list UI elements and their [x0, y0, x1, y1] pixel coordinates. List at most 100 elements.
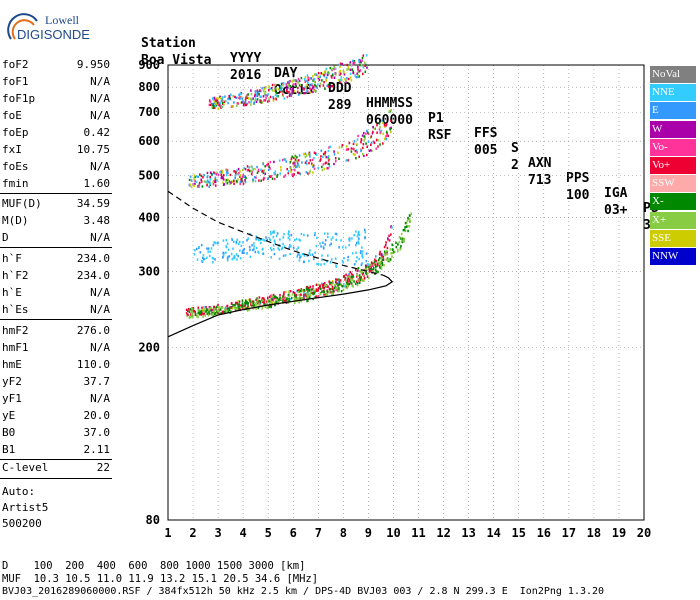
echo-point: [338, 287, 340, 290]
echo-point: [233, 240, 235, 243]
echo-point: [220, 100, 223, 103]
echo-point: [262, 178, 265, 181]
echo-point: [304, 80, 306, 83]
echo-point: [277, 95, 279, 98]
x-tick-label: 5: [265, 526, 272, 540]
echo-point: [215, 99, 217, 103]
echo-point: [386, 132, 388, 135]
echo-point: [267, 162, 269, 166]
echo-point: [287, 81, 289, 84]
echo-point: [230, 306, 233, 309]
echo-point: [337, 281, 340, 284]
legend-item-vo-: Vo-: [650, 138, 696, 156]
echo-point: [305, 171, 308, 174]
logo-arc-icon: [7, 13, 38, 40]
echo-point: [358, 279, 361, 282]
x-tick-label: 13: [461, 526, 475, 540]
echo-point: [362, 54, 365, 57]
echo-point: [322, 84, 325, 87]
echo-point: [292, 156, 295, 160]
footer-distance-row: D 100 200 400 600 800 1000 1500 3000 [km…: [2, 560, 306, 572]
echo-point: [263, 88, 265, 91]
echo-point: [239, 249, 241, 252]
echo-point: [338, 70, 341, 74]
echo-point: [191, 308, 194, 311]
echo-point: [273, 296, 275, 300]
echo-point: [350, 278, 352, 282]
echo-point: [328, 162, 330, 166]
echo-point: [289, 252, 291, 256]
profile-solid-line: [167, 274, 394, 338]
echo-point: [309, 77, 311, 80]
echo-point: [329, 288, 331, 291]
echo-point: [260, 89, 262, 93]
echo-point: [288, 290, 290, 293]
echo-point: [232, 95, 234, 98]
echo-point: [234, 303, 236, 307]
echo-point: [207, 247, 210, 250]
echo-point: [328, 72, 330, 75]
echo-point: [339, 279, 342, 282]
echo-point: [326, 84, 328, 87]
echo-point: [239, 306, 242, 309]
echo-point: [357, 267, 360, 270]
echo-point: [341, 246, 344, 249]
echo-point: [378, 252, 381, 256]
echo-point: [214, 179, 217, 182]
echo-point: [256, 165, 258, 169]
echo-point: [327, 71, 329, 74]
echo-point: [238, 300, 241, 303]
echo-point: [294, 160, 297, 163]
param-row: fxI 10.75: [2, 143, 110, 156]
echo-point: [222, 99, 225, 103]
echo-point: [408, 218, 411, 221]
echo-point: [303, 88, 305, 91]
echo-point: [208, 180, 210, 184]
echo-point: [313, 291, 316, 294]
echo-point: [338, 281, 341, 284]
hdr-label-day: DAY: [274, 66, 298, 81]
echo-point: [331, 285, 334, 288]
echo-point: [357, 274, 359, 278]
echo-point: [327, 149, 330, 153]
echo-point: [352, 147, 354, 150]
echo-point: [292, 291, 295, 294]
echo-point: [268, 300, 270, 303]
echo-point: [292, 78, 295, 82]
echo-point: [355, 241, 358, 245]
echo-point: [231, 105, 233, 108]
echo-point: [346, 63, 348, 67]
echo-point: [348, 273, 350, 276]
echo-point: [310, 77, 312, 80]
echo-point: [235, 104, 238, 108]
echo-point: [376, 131, 378, 134]
echo-point: [296, 171, 299, 174]
legend-item-e: E: [650, 102, 696, 120]
echo-point: [312, 288, 315, 291]
echo-point: [332, 291, 334, 294]
echo-point: [382, 121, 384, 124]
echo-point: [274, 170, 277, 173]
echo-point: [349, 279, 351, 282]
param-row: hmE 110.0: [2, 358, 110, 371]
echo-point: [258, 179, 260, 182]
echo-point: [198, 185, 201, 188]
echo-point: [237, 306, 239, 309]
echo-point: [407, 216, 409, 220]
echo-point: [349, 76, 352, 79]
echo-point: [208, 309, 210, 312]
echo-point: [371, 132, 374, 135]
echo-point: [242, 307, 244, 310]
echo-point: [309, 91, 312, 94]
echo-point: [208, 306, 211, 309]
echo-point: [266, 300, 269, 303]
echo-point: [270, 256, 272, 259]
echo-point: [216, 171, 218, 174]
x-tick-label: 20: [637, 526, 651, 540]
echo-point: [400, 237, 402, 240]
echo-point: [229, 182, 231, 186]
echo-point: [202, 312, 204, 315]
echo-point: [292, 246, 295, 249]
echo-point: [354, 149, 357, 153]
